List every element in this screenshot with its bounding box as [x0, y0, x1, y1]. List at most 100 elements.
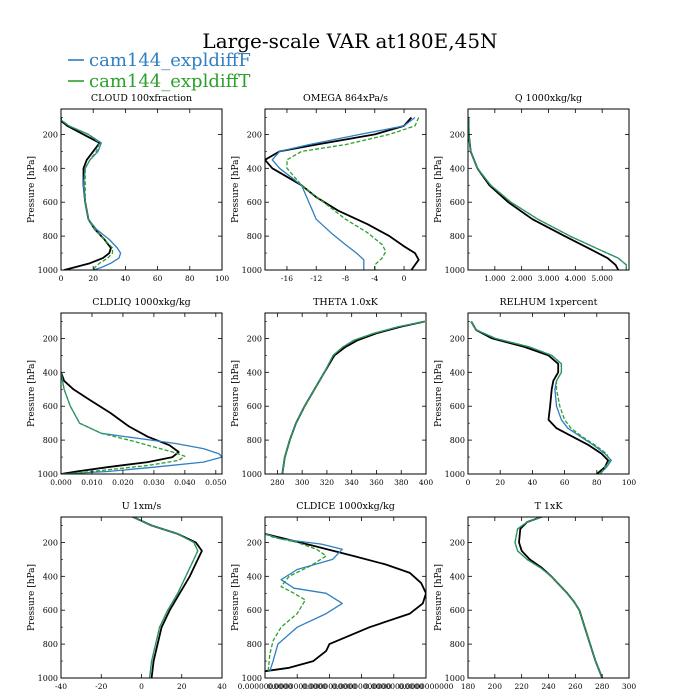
y-tick-label: 600 [450, 606, 465, 615]
x-tick-label: -4 [371, 274, 379, 283]
series-line-cam144-expldiffT [281, 320, 425, 474]
y-tick-label: 600 [43, 606, 58, 615]
series-line-cam144-expldiffT [61, 372, 186, 474]
x-tick-label: 20 [88, 274, 98, 283]
legend: cam144_expldiffF cam144_expldiffT [68, 50, 251, 92]
panel-series [514, 517, 604, 678]
x-tick-label: 0.0000000000 [238, 682, 293, 691]
y-tick-label: 400 [247, 368, 262, 377]
y-tick-label: 600 [43, 402, 58, 411]
x-tick-label: -16 [281, 274, 293, 283]
y-tick-label: 200 [247, 538, 262, 547]
x-tick-label: 260 [568, 682, 583, 691]
panel-series [265, 533, 426, 673]
y-tick-label: 1000 [445, 470, 465, 479]
x-tick-label: 380 [394, 478, 409, 487]
panel-series [470, 321, 612, 474]
x-tick-label: 360 [369, 478, 384, 487]
y-tick-label: 400 [450, 368, 465, 377]
series-line-cam144-expldiffT [265, 533, 327, 672]
x-tick-label: 0.0000000000 [399, 682, 454, 691]
series-line-control [61, 371, 180, 474]
y-tick-label: 200 [247, 334, 262, 343]
x-tick-label: 240 [541, 682, 556, 691]
panel-title: OMEGA 864xPa/s [303, 93, 388, 104]
panel-7: U 1xm/s 200 400 600 800 1000-40 -20 0 20 40 Pressu… [27, 501, 227, 691]
x-tick-label: 220 [515, 682, 530, 691]
y-tick-label: 400 [43, 572, 58, 581]
x-tick-label: 2.000 [511, 274, 533, 283]
panel-series [265, 116, 420, 270]
panel-title: RELHUM 1xpercent [500, 297, 598, 308]
y-tick-label: 600 [450, 198, 465, 207]
series-line-control [130, 517, 203, 678]
panel-series [61, 371, 222, 474]
y-tick-label: 800 [247, 640, 262, 649]
panel-series [281, 320, 425, 474]
x-tick-label: 300 [622, 682, 637, 691]
plot-frame [467, 108, 630, 271]
x-tick-label: 0.00000000000 [267, 682, 327, 691]
y-axis-label: Pressure [hPa] [231, 156, 241, 223]
y-axis-label: Pressure [hPa] [27, 564, 37, 631]
series-line-control [265, 116, 420, 270]
y-tick-label: 800 [450, 640, 465, 649]
x-tick-label: 0.040 [174, 478, 196, 487]
panel-title: THETA 1.0xK [313, 297, 379, 308]
series-line-cam144-expldiffT [61, 117, 114, 270]
y-tick-label: 400 [247, 572, 262, 581]
y-tick-label: 800 [247, 232, 262, 241]
panel-title: CLDLIQ 1000xkg/kg [92, 297, 190, 308]
y-tick-label: 1000 [242, 674, 262, 683]
y-axis-label: Pressure [hPa] [434, 360, 444, 427]
y-tick-label: 1000 [38, 674, 58, 683]
y-tick-label: 600 [247, 198, 262, 207]
panel-title: T 1xK [535, 501, 564, 512]
y-axis-label: Pressure [hPa] [27, 360, 37, 427]
x-tick-label: 280 [595, 682, 610, 691]
x-tick-label: 200 [488, 682, 503, 691]
series-line-control [265, 533, 426, 673]
y-tick-label: 600 [247, 402, 262, 411]
y-tick-label: 800 [43, 640, 58, 649]
y-tick-label: 400 [450, 572, 465, 581]
x-tick-label: 0.000 [50, 478, 72, 487]
y-tick-label: 800 [450, 232, 465, 241]
x-tick-label: -20 [95, 682, 107, 691]
legend-label-expldiffT: cam144_expldiffT [89, 71, 250, 92]
x-tick-label: 4.000 [565, 274, 587, 283]
x-tick-label: 0.010 [81, 478, 103, 487]
y-tick-label: 1000 [38, 470, 58, 479]
x-tick-label: 5.000 [591, 274, 613, 283]
series-line-cam144-expldiffT [131, 517, 199, 678]
panel-2: OMEGA 864xPa/s 200 400 600 800 1000 -16 -12 -8 -4… [231, 93, 427, 283]
x-tick-label: 60 [560, 478, 570, 487]
x-tick-label: -8 [342, 274, 350, 283]
x-tick-label: 1.000 [484, 274, 506, 283]
y-axis-label: Pressure [hPa] [434, 156, 444, 223]
panel-5: THETA 1.0xK 200 400 600 800 1000 280 300 320 340 3… [231, 297, 433, 487]
y-tick-label: 1000 [445, 674, 465, 683]
y-tick-label: 400 [247, 164, 262, 173]
y-tick-label: 200 [450, 334, 465, 343]
x-tick-label: -12 [310, 274, 322, 283]
x-tick-label: 20 [177, 682, 187, 691]
series-line-control [518, 517, 604, 678]
x-tick-label: 320 [320, 478, 335, 487]
series-line-cam144-expldiffF [271, 116, 416, 270]
y-tick-label: 200 [247, 130, 262, 139]
plot-frame [60, 312, 223, 475]
panel-title: Q 1000xkg/kg [515, 93, 582, 104]
series-line-cam144-expldiffT [468, 117, 627, 270]
y-tick-label: 1000 [445, 266, 465, 275]
x-tick-label: 0.0000000000 [302, 682, 357, 691]
x-tick-label: 0.00000000000 [332, 682, 392, 691]
series-line-control [61, 117, 112, 270]
x-tick-label: 0.050 [205, 478, 227, 487]
x-tick-label: 40 [121, 274, 131, 283]
x-tick-label: 340 [345, 478, 360, 487]
y-axis-label: Pressure [hPa] [231, 564, 241, 631]
